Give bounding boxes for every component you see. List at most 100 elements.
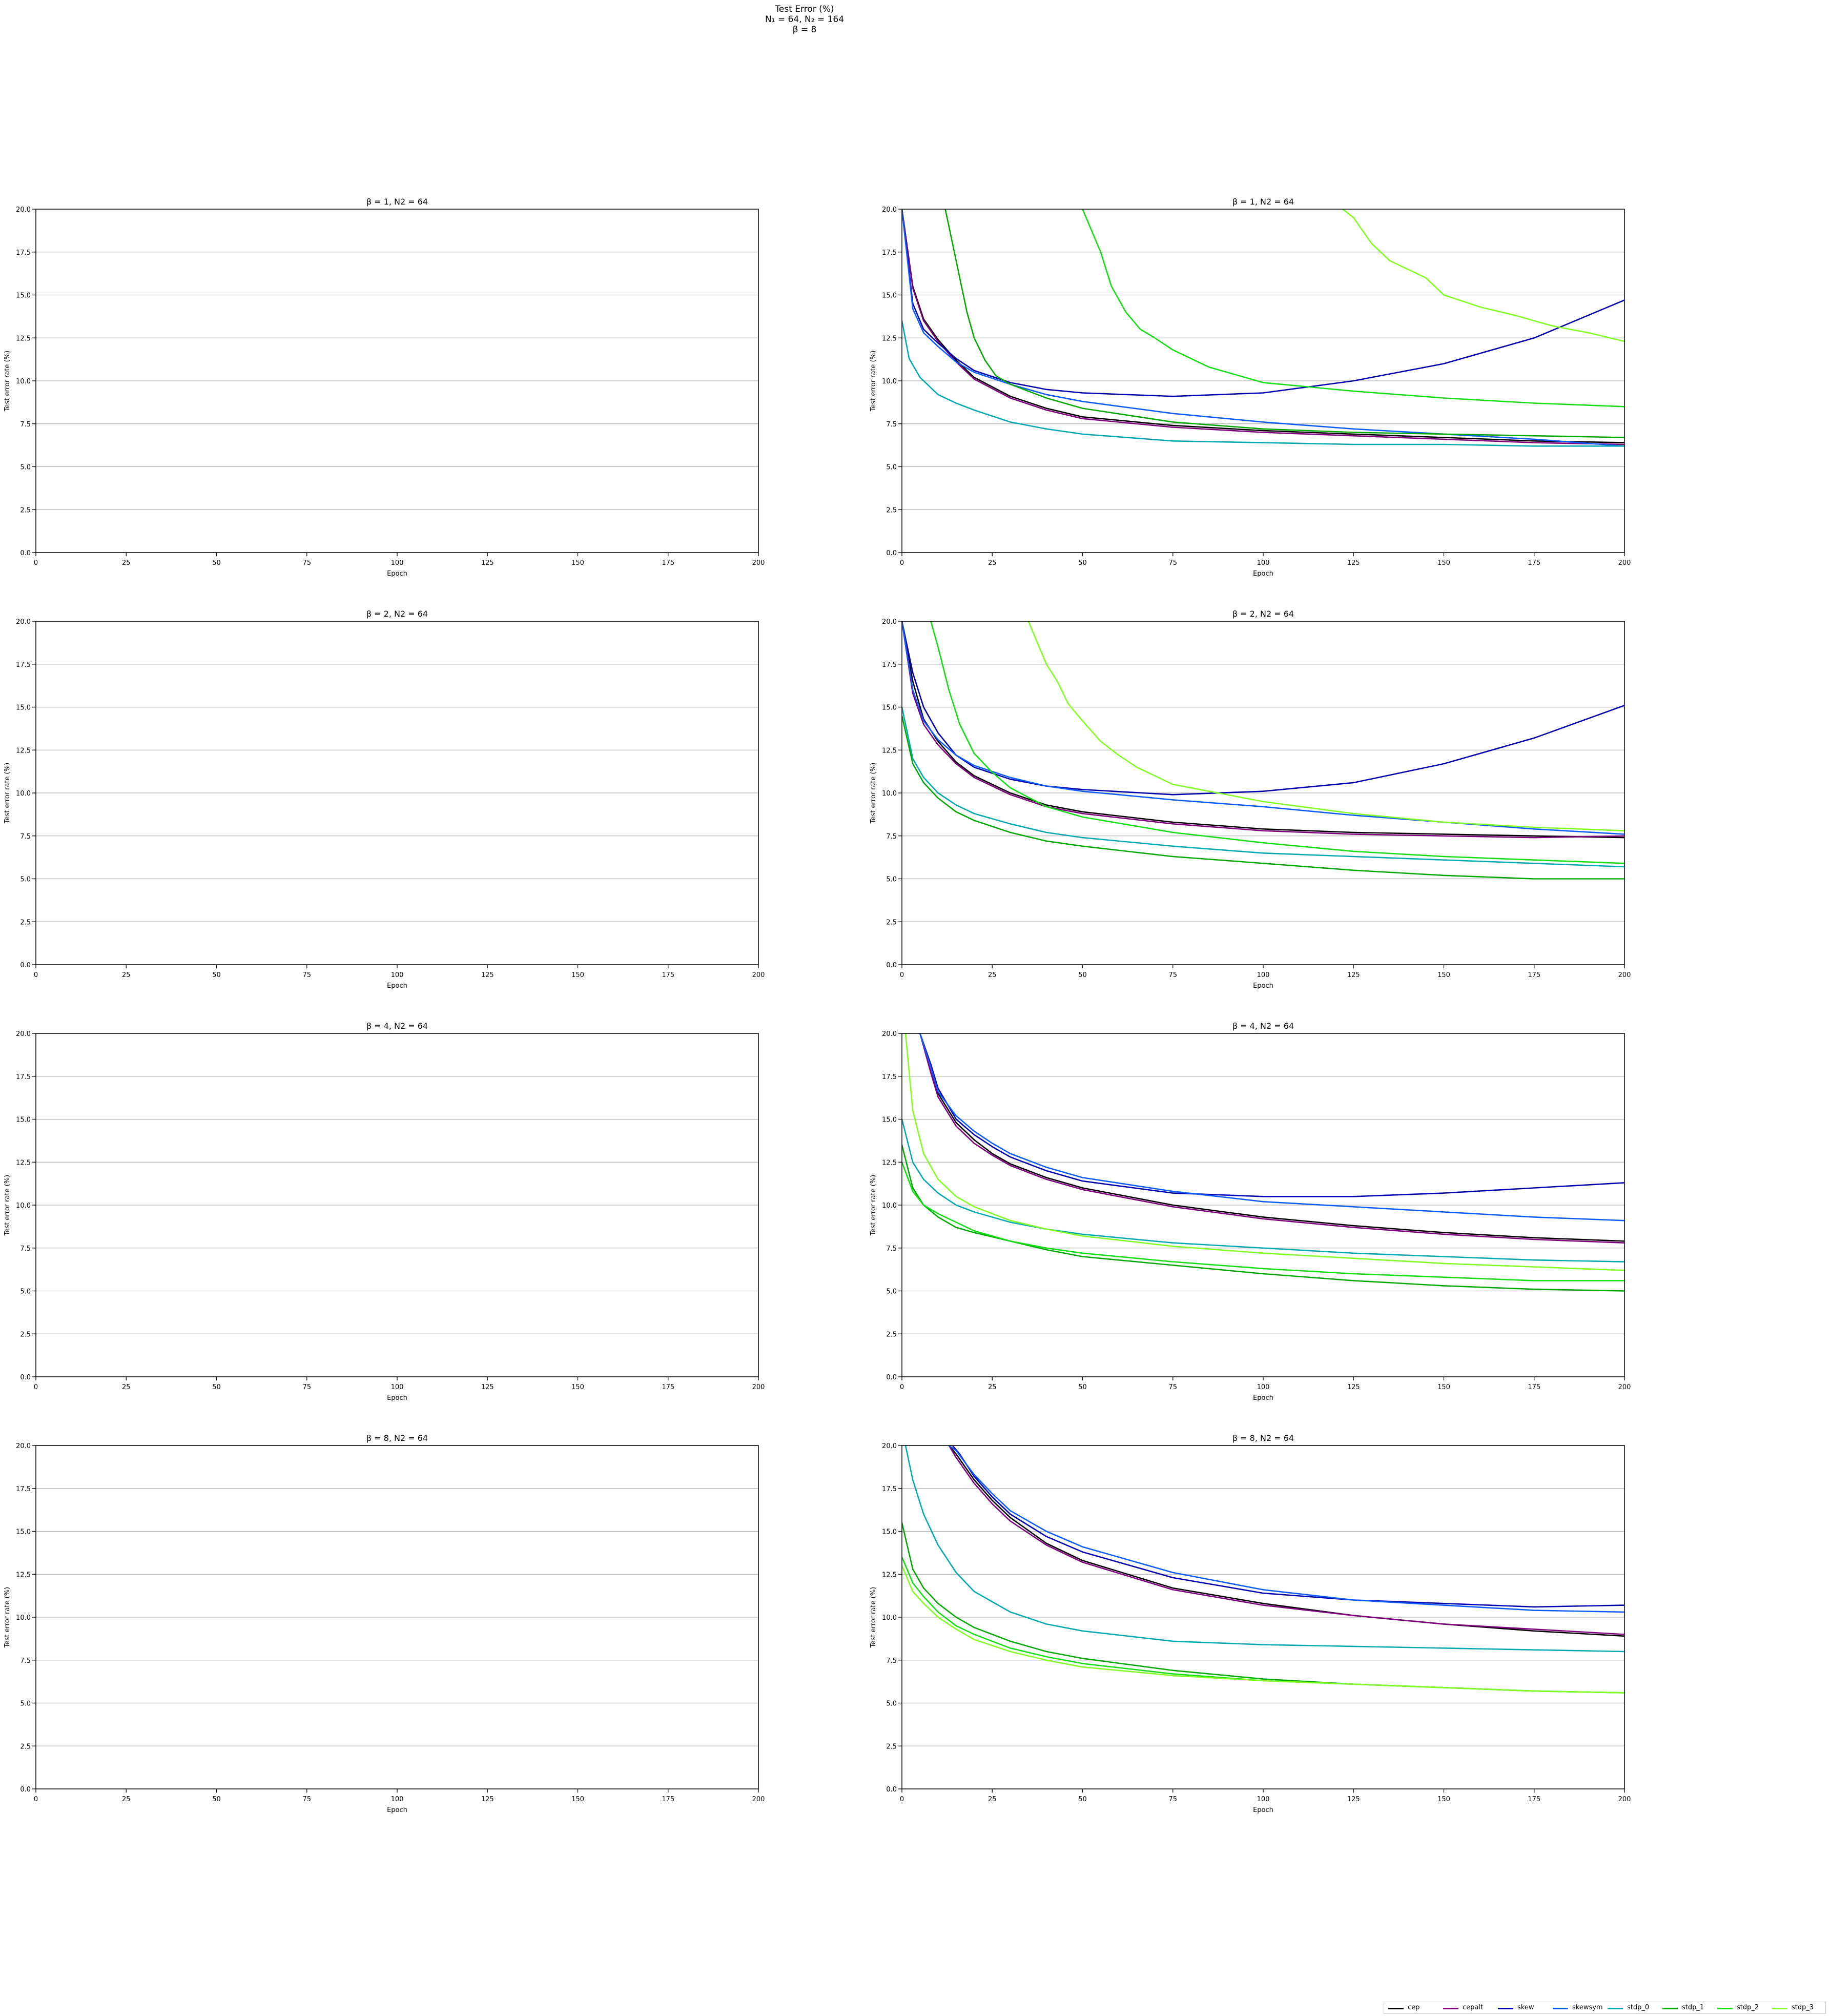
series-line-stdp_2 <box>1082 209 1624 408</box>
x-axis-label: Epoch <box>1253 1394 1273 1402</box>
x-tick-label: 100 <box>391 1383 404 1391</box>
x-tick-label: 25 <box>988 559 997 567</box>
y-tick-label: 12.5 <box>882 1159 897 1167</box>
series-line-stdp_2 <box>902 1556 1624 1694</box>
legend-label: stdp_3 <box>1792 2004 1814 2011</box>
x-tick-label: 100 <box>1257 1796 1270 1803</box>
y-tick-label: 0.0 <box>886 1374 897 1381</box>
series-line-stdp_2 <box>902 1162 1624 1281</box>
x-tick-label: 150 <box>571 559 584 567</box>
x-axis-label: Epoch <box>1253 570 1273 578</box>
y-tick-label: 12.5 <box>16 1571 31 1579</box>
subplot-1: 0 25 50 75 100 125 150 175 200 0.0 2.5 5.0 7.5 10.0 12… <box>4 197 765 578</box>
series-line-skewsym <box>919 1033 1624 1221</box>
legend-swatch <box>1443 2008 1458 2009</box>
x-tick-label: 25 <box>122 1796 131 1803</box>
y-tick-label: 15.0 <box>16 704 31 712</box>
series-line-cep <box>902 621 1624 839</box>
x-tick-label: 125 <box>481 559 494 567</box>
x-tick-label: 200 <box>1618 559 1631 567</box>
x-tick-label: 200 <box>752 559 765 567</box>
y-axis-label: Test error rate (%) <box>870 1175 877 1236</box>
legend-label: stdp_2 <box>1737 2004 1759 2011</box>
x-tick-label: 0 <box>900 1383 904 1391</box>
series-line-skew <box>902 209 1624 397</box>
y-axis-label: Test error rate (%) <box>870 351 877 412</box>
y-tick-label: 2.5 <box>20 919 31 926</box>
x-tick-label: 200 <box>752 1383 765 1391</box>
x-tick-label: 150 <box>1437 971 1450 979</box>
y-tick-label: 10.0 <box>16 1614 31 1622</box>
subplot-title: β = 4, N2 = 64 <box>366 1021 428 1031</box>
series-line-stdp_0 <box>904 1445 1624 1653</box>
series-line-stdp_0 <box>902 1118 1624 1262</box>
y-tick-label: 15.0 <box>882 1116 897 1124</box>
subplot-title: β = 2, N2 = 64 <box>1232 609 1294 619</box>
y-tick-label: 15.0 <box>882 1529 897 1536</box>
x-axis-label: Epoch <box>387 570 407 578</box>
y-axis-label: Test error rate (%) <box>4 351 11 412</box>
y-tick-label: 5.0 <box>886 876 897 884</box>
legend-label: stdp_1 <box>1682 2004 1704 2011</box>
y-tick-label: 10.0 <box>16 790 31 798</box>
x-tick-label: 150 <box>1437 1383 1450 1391</box>
y-tick-label: 5.0 <box>20 464 31 472</box>
y-tick-label: 0.0 <box>20 962 31 969</box>
series-line-skewsym <box>948 1445 1624 1613</box>
x-axis-label: Epoch <box>387 1806 407 1814</box>
series-line-cep <box>902 209 1624 443</box>
y-tick-label: 20.0 <box>882 206 897 214</box>
x-tick-label: 125 <box>481 971 494 979</box>
y-tick-label: 10.0 <box>882 790 897 798</box>
y-tick-label: 17.5 <box>882 1485 897 1493</box>
x-tick-label: 50 <box>212 1383 221 1391</box>
x-tick-label: 100 <box>1257 1383 1270 1391</box>
y-tick-label: 10.0 <box>16 378 31 385</box>
x-tick-label: 25 <box>988 1383 997 1391</box>
y-tick-label: 15.0 <box>16 1116 31 1124</box>
series-line-cep <box>919 1033 1624 1242</box>
series-group <box>902 1445 1624 1694</box>
x-tick-label: 75 <box>302 971 311 979</box>
series-line-cepalt <box>919 1033 1624 1244</box>
y-axis-label: Test error rate (%) <box>870 763 877 824</box>
y-tick-label: 10.0 <box>882 378 897 385</box>
x-axis-label: Epoch <box>387 1394 407 1402</box>
x-tick-label: 125 <box>1347 971 1360 979</box>
x-tick-label: 50 <box>1078 1796 1087 1803</box>
y-tick-label: 5.0 <box>20 1288 31 1296</box>
legend-swatch <box>1717 2008 1733 2009</box>
y-tick-label: 17.5 <box>882 1073 897 1081</box>
y-tick-label: 12.5 <box>16 1159 31 1167</box>
x-tick-label: 0 <box>34 1383 38 1391</box>
y-tick-label: 10.0 <box>16 1202 31 1210</box>
y-tick-label: 2.5 <box>20 1743 31 1750</box>
series-line-stdp_1 <box>902 1144 1624 1292</box>
x-tick-label: 200 <box>1618 1383 1631 1391</box>
legend-label: stdp_0 <box>1627 2004 1650 2011</box>
y-tick-label: 2.5 <box>886 919 897 926</box>
y-tick-label: 7.5 <box>886 1245 897 1253</box>
y-tick-label: 7.5 <box>886 833 897 841</box>
legend-label: cepalt <box>1463 2004 1484 2011</box>
y-tick-label: 15.0 <box>16 1529 31 1536</box>
series-line-cepalt <box>948 1445 1624 1635</box>
y-tick-label: 5.0 <box>20 876 31 884</box>
x-tick-label: 150 <box>1437 559 1450 567</box>
subplot-title: β = 8, N2 = 64 <box>1232 1433 1294 1443</box>
y-tick-label: 12.5 <box>16 335 31 342</box>
y-tick-label: 17.5 <box>16 249 31 257</box>
y-tick-label: 5.0 <box>886 1288 897 1296</box>
x-tick-label: 75 <box>1168 559 1177 567</box>
x-tick-label: 200 <box>1618 971 1631 979</box>
x-tick-label: 75 <box>1168 1383 1177 1391</box>
y-tick-label: 17.5 <box>16 1485 31 1493</box>
series-line-stdp_0 <box>902 320 1624 447</box>
x-tick-label: 175 <box>1528 559 1540 567</box>
y-axis-label: Test error rate (%) <box>4 1175 11 1236</box>
legend-label: skewsym <box>1572 2004 1603 2011</box>
x-tick-label: 175 <box>1528 1796 1540 1803</box>
legend-swatch <box>1662 2008 1678 2009</box>
x-tick-label: 175 <box>1528 971 1540 979</box>
